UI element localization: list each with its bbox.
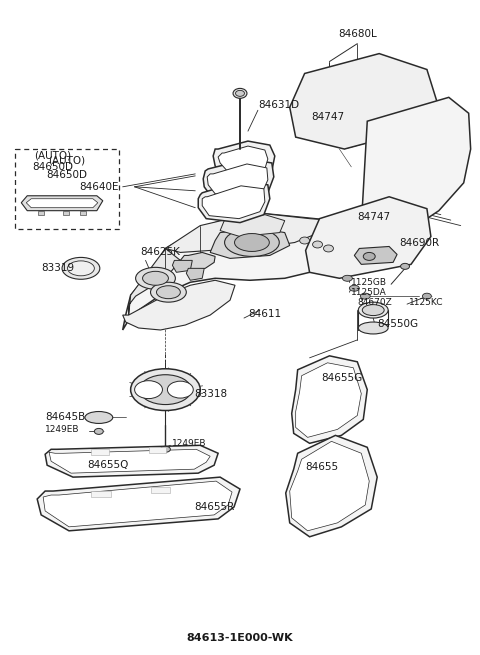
Ellipse shape [233,88,247,98]
Text: 84631D: 84631D [258,100,299,110]
Ellipse shape [85,411,113,423]
Ellipse shape [236,90,244,96]
Ellipse shape [360,293,370,299]
Text: 83318: 83318 [194,388,228,399]
Text: 84655G: 84655G [322,373,363,383]
Ellipse shape [68,261,95,276]
Polygon shape [290,54,437,149]
Polygon shape [26,198,98,208]
Ellipse shape [312,241,323,248]
Text: 84650D: 84650D [47,170,87,180]
Text: 84747: 84747 [357,212,390,221]
Polygon shape [292,356,367,443]
Ellipse shape [151,282,186,302]
Polygon shape [91,491,111,497]
Ellipse shape [95,428,103,434]
Polygon shape [306,196,431,278]
Text: 84690R: 84690R [399,238,439,248]
Polygon shape [148,447,167,453]
Ellipse shape [140,375,192,405]
Polygon shape [213,141,275,179]
Polygon shape [80,211,86,215]
Text: 84611: 84611 [248,309,281,319]
Polygon shape [129,248,180,315]
Ellipse shape [363,252,375,261]
Ellipse shape [143,271,168,285]
Text: 84747: 84747 [312,112,345,122]
Polygon shape [91,449,109,455]
Ellipse shape [422,293,432,299]
Text: 84650D: 84650D [33,162,73,172]
Polygon shape [218,146,268,174]
Text: 84645B: 84645B [45,413,85,422]
Ellipse shape [358,302,388,318]
Text: 1249EB: 1249EB [45,425,80,434]
Polygon shape [202,186,265,219]
Ellipse shape [324,245,334,252]
Text: 1125DA: 1125DA [351,288,387,297]
Ellipse shape [156,286,180,299]
Ellipse shape [349,285,360,291]
Text: 1125GB: 1125GB [351,278,387,287]
Text: 83319: 83319 [41,263,74,273]
Text: (AUTO): (AUTO) [35,150,72,160]
FancyBboxPatch shape [15,149,119,229]
Text: 84655R: 84655R [194,502,235,512]
Polygon shape [361,98,471,240]
Text: 84550G: 84550G [377,319,419,329]
Text: 84613-1E000-WK: 84613-1E000-WK [187,633,293,643]
Ellipse shape [160,446,170,452]
Polygon shape [220,215,285,236]
Ellipse shape [342,275,352,281]
Ellipse shape [401,263,409,269]
Ellipse shape [168,381,193,398]
Polygon shape [123,213,357,330]
Ellipse shape [362,305,384,316]
Ellipse shape [136,267,175,290]
Polygon shape [43,481,232,527]
Text: 84655Q: 84655Q [87,460,128,470]
Ellipse shape [62,257,100,279]
Polygon shape [63,211,69,215]
Ellipse shape [235,234,269,252]
Text: 1249EB: 1249EB [172,439,207,448]
Text: 84625K: 84625K [141,248,180,257]
Ellipse shape [134,381,162,399]
Polygon shape [37,477,240,531]
Polygon shape [324,221,357,271]
Text: 1125KC: 1125KC [409,297,444,307]
Polygon shape [203,159,274,200]
Ellipse shape [225,229,279,256]
Polygon shape [210,229,290,259]
Polygon shape [21,196,103,211]
Polygon shape [207,164,268,196]
Polygon shape [186,269,204,280]
Polygon shape [45,445,218,477]
Polygon shape [296,363,361,438]
Polygon shape [166,213,335,252]
Ellipse shape [131,369,200,411]
Ellipse shape [358,322,388,334]
Text: (AUTO): (AUTO) [48,156,85,166]
Polygon shape [198,181,270,223]
Ellipse shape [300,237,310,244]
Polygon shape [172,261,192,272]
Polygon shape [49,449,210,473]
Text: 84640E: 84640E [79,182,119,192]
Polygon shape [354,246,397,265]
Text: 84680L: 84680L [338,29,377,39]
Polygon shape [123,280,235,330]
Polygon shape [286,436,377,537]
Polygon shape [38,211,44,215]
Text: 84655: 84655 [306,462,339,472]
Polygon shape [151,487,170,493]
Polygon shape [180,252,215,271]
Polygon shape [290,441,369,531]
Text: 84670Z: 84670Z [357,297,392,307]
